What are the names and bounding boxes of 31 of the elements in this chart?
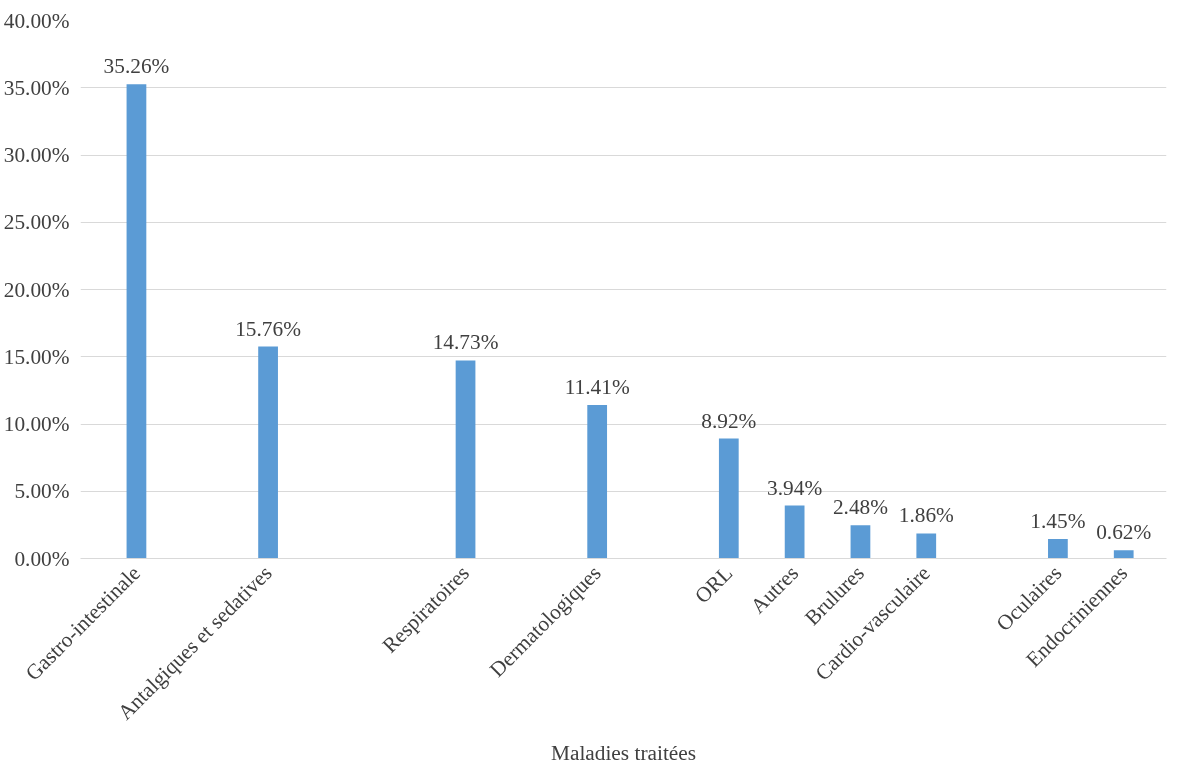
data-label: 15.76%	[235, 316, 302, 341]
bar	[1048, 539, 1068, 559]
data-label: 11.41%	[564, 375, 630, 400]
bar	[916, 533, 937, 559]
y-tick-label: 10.00%	[3, 412, 70, 436]
data-label: 35.26%	[103, 54, 170, 79]
x-tick-label: ORL	[690, 561, 738, 609]
y-tick-label: 15.00%	[3, 344, 70, 369]
data-label: 0.62%	[1096, 520, 1152, 545]
bar	[587, 405, 608, 559]
data-label: 2.48%	[832, 495, 889, 520]
bar	[455, 360, 476, 559]
data-label: 14.73%	[432, 330, 499, 355]
data-label: 8.92%	[701, 408, 757, 433]
data-label: 3.94%	[767, 475, 823, 500]
bar	[850, 525, 871, 559]
data-label: 1.45%	[1030, 509, 1086, 533]
data-label: 1.86%	[898, 503, 955, 528]
bar	[718, 438, 739, 559]
y-tick-label: 20.00%	[3, 277, 70, 302]
bar	[126, 84, 147, 559]
x-axis-title: Maladies traitées	[550, 741, 697, 766]
y-tick-label: 5.00%	[14, 479, 70, 504]
bar	[784, 505, 805, 559]
bar	[258, 346, 278, 559]
bar	[1113, 550, 1134, 559]
y-tick-label: 0.00%	[14, 546, 70, 571]
y-tick-label: 25.00%	[3, 210, 70, 235]
y-tick-label: 40.00%	[3, 8, 70, 33]
y-tick-label: 35.00%	[3, 75, 70, 100]
y-tick-label: 30.00%	[3, 143, 70, 167]
